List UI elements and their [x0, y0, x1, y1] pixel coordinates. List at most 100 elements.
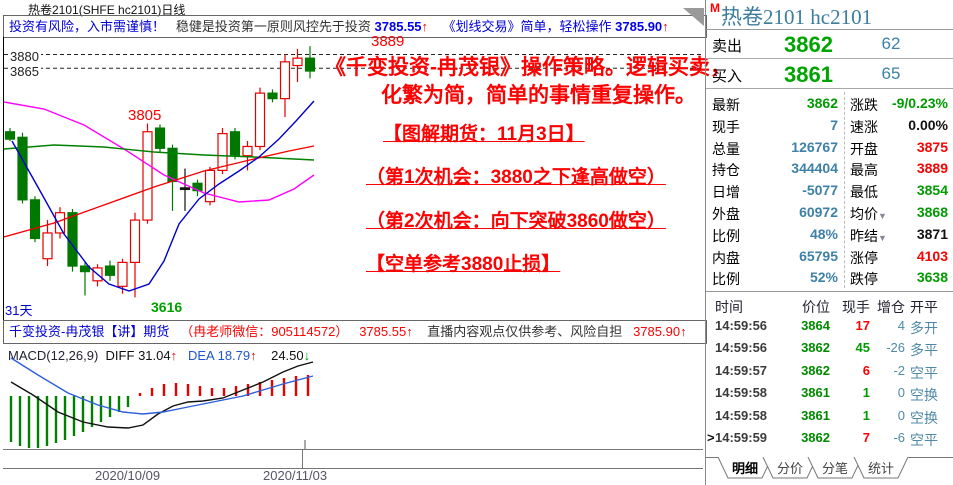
tab-shape — [807, 457, 863, 479]
col-openinterest: 增仓 — [877, 299, 905, 315]
tick-direction: 空换 — [910, 387, 938, 404]
tab-stats[interactable]: 统计 — [868, 461, 894, 476]
tick-hand: 1 — [862, 385, 870, 401]
tick-row[interactable]: 14:59:58 3861 1 0 空换 — [706, 406, 953, 426]
tick-time: 14:59:58 — [715, 385, 768, 401]
candle-body — [304, 57, 316, 72]
tick-price: 3862 — [801, 340, 830, 356]
ma-red — [4, 145, 315, 238]
ticker-price-1: 3785.55 — [374, 19, 422, 34]
annotation-opportunity-1: （第1次机会：3880之下逢高做空） — [366, 167, 666, 188]
stat-value: 3638 — [916, 269, 948, 286]
tick-price: 3862 — [801, 362, 830, 378]
tab-shape — [762, 457, 818, 479]
candlestick-chart[interactable] — [3, 37, 704, 320]
tick-hand: 45 — [855, 340, 870, 356]
stat-value: -9/0.23% — [891, 95, 948, 111]
diff-label: DIFF — [105, 348, 135, 363]
ticker-bar: 投资有风险，入市需谨慎！ 稳健是投资第一原则风控先于投资 3785.55↑ 《划… — [3, 15, 707, 38]
stat-row: 最新 3862 涨跌 -9/0.23% — [706, 92, 953, 114]
col-direction: 开平 — [910, 299, 938, 315]
dropdown-arrow-icon: ▼ — [878, 211, 887, 221]
peak-price-label: 3805 — [128, 107, 162, 124]
risk-warning-text: 投资有风险，入市需谨慎！ — [9, 19, 166, 34]
stat-row: 外盘 60972 均价▼ 3868 — [706, 201, 953, 223]
stat-value: 4103 — [916, 247, 948, 264]
stat-value: 3868 — [916, 204, 948, 220]
candle-body — [179, 187, 191, 190]
time-axis-strip[interactable] — [3, 449, 703, 469]
candle-body — [204, 169, 216, 203]
stat-row: 总量 126767 开盘 3875 — [706, 136, 953, 158]
tab-price[interactable]: 分价 — [777, 461, 803, 476]
broadcast-name: 千变投资-冉茂银【讲】期货 — [9, 324, 170, 339]
macd-title[interactable]: MACD(12,26,9) — [8, 348, 99, 363]
bid-row[interactable]: 买入 3861 65 — [706, 59, 953, 89]
tab-shape — [853, 457, 909, 479]
tick-row[interactable]: 14:59:56 3862 45 -26 多平 — [706, 338, 953, 358]
bid-price: 3861 — [784, 62, 833, 87]
candle-body — [229, 131, 241, 157]
ask-volume: 62 — [881, 34, 901, 53]
candle-body — [4, 131, 16, 140]
stat-row: 现手 7 速涨 0.00% — [706, 114, 953, 136]
col-hand: 现手 — [842, 299, 870, 315]
chart-title: 热卷2101(SHFE hc2101)日线 — [28, 3, 186, 17]
candle-body — [29, 199, 41, 240]
tick-row[interactable]: >14:59:59 3862 7 -6 空平 — [706, 428, 953, 448]
stat-label: 比例 — [712, 227, 740, 244]
page-fold-icon — [683, 8, 704, 26]
tab-detail[interactable]: 明细 — [732, 461, 758, 476]
stat-label: 开盘 — [850, 140, 878, 157]
stat-value: 48% — [809, 225, 838, 242]
tick-direction: 多开 — [910, 320, 938, 336]
stat-label: 比例 — [712, 271, 740, 288]
stat-row: 日增 -5077 最低 3854 — [706, 179, 953, 201]
stat-value: 126767 — [791, 138, 838, 155]
tick-direction: 多平 — [910, 342, 938, 359]
ma-magenta — [4, 101, 315, 203]
ticker-slogan-text: 稳健是投资第一原则风控先于投资 — [175, 19, 371, 34]
stat-label: 现手 — [712, 118, 740, 135]
current-row-marker: > — [707, 430, 715, 445]
stat-label: 涨停 — [850, 249, 878, 266]
tick-hand: 6 — [862, 362, 870, 378]
col-price: 价位 — [802, 299, 830, 315]
price-level-3865: 3865 — [8, 64, 41, 79]
stat-row: 内盘 65795 涨停 4103 — [706, 245, 953, 267]
tick-row[interactable]: 14:59:58 3861 1 0 空换 — [706, 383, 953, 403]
stat-label: 最低 — [850, 184, 878, 201]
panel-tab-bar: 明细 分价 分笔 统计 — [706, 457, 953, 479]
tick-time: 14:59:59 — [715, 430, 768, 445]
tab-shape — [717, 457, 773, 479]
macd-chart[interactable] — [3, 346, 703, 449]
stat-label[interactable]: 均价▼ — [850, 206, 887, 222]
macd-bar-value: 24.50 — [271, 348, 304, 363]
stat-value: 3889 — [916, 160, 948, 177]
tick-row[interactable]: 14:59:56 3864 17 4 多开 — [706, 316, 953, 336]
ticker-promo-link[interactable]: 《划线交易》简单，轻松操作 — [442, 19, 612, 34]
stat-value: 3862 — [806, 95, 838, 111]
stat-value: 3875 — [916, 138, 948, 155]
wechat-contact: （冉老师微信：905114572） — [180, 324, 349, 339]
stat-label: 外盘 — [712, 206, 740, 222]
ma-blue — [11, 100, 315, 292]
up-arrow-icon: ↑ — [421, 19, 429, 34]
tick-hand: 17 — [855, 318, 870, 333]
tick-price: 3864 — [801, 318, 830, 333]
tick-time: 14:59:56 — [715, 340, 768, 356]
stat-label: 速涨 — [850, 118, 878, 135]
tab-trades[interactable]: 分笔 — [822, 461, 848, 476]
tick-direction: 空平 — [910, 364, 938, 381]
bid-volume: 65 — [881, 64, 901, 83]
candle-body — [279, 61, 291, 100]
tick-row[interactable]: 14:59:57 3862 6 -2 空平 — [706, 361, 953, 381]
candle-body — [129, 219, 141, 264]
quote-panel: M 热卷2101 hc2101 卖出 3862 62 买入 3861 65 最新… — [705, 0, 953, 485]
stat-label[interactable]: 昨结▼ — [850, 227, 887, 244]
ask-row[interactable]: 卖出 3862 62 — [706, 29, 953, 59]
candle-body — [267, 92, 278, 100]
candle-body — [117, 261, 128, 287]
stat-value: 3854 — [916, 182, 948, 199]
candle-body — [292, 57, 303, 67]
